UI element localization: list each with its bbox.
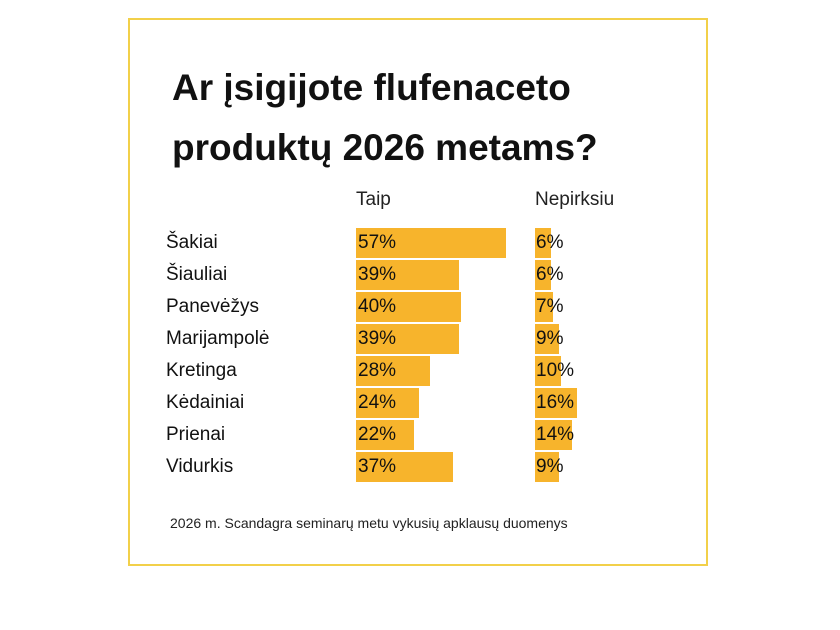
data-label-taip: 37% xyxy=(358,456,397,477)
data-label-nepirksiu: 9% xyxy=(536,328,564,349)
bar-nepirksiu xyxy=(535,260,551,290)
chart-row: Šakiai 57% 6% xyxy=(130,228,706,260)
data-label-nepirksiu: 7% xyxy=(536,296,564,317)
chart-row: Vidurkis 37% 9% xyxy=(130,452,706,484)
bar-nepirksiu xyxy=(535,292,554,322)
category-label: Kėdainiai xyxy=(166,392,245,413)
data-label-taip: 22% xyxy=(358,424,397,445)
bar-nepirksiu xyxy=(535,452,559,482)
category-label: Vidurkis xyxy=(166,456,234,477)
bar-nepirksiu xyxy=(535,388,578,418)
category-label: Šiauliai xyxy=(166,264,228,285)
category-label: Prienai xyxy=(166,424,226,445)
column-header-nepirksiu: Nepirksiu xyxy=(535,189,615,210)
chart-row: Prienai 22% 14% xyxy=(130,420,706,452)
bar-nepirksiu xyxy=(535,420,572,450)
bar-nepirksiu xyxy=(535,324,559,354)
chart-row: Kėdainiai 24% 16% xyxy=(130,388,706,420)
category-label: Šakiai xyxy=(166,232,218,253)
data-label-taip: 28% xyxy=(358,360,397,381)
chart-row: Panevėžys 40% 7% xyxy=(130,292,706,324)
bar-nepirksiu xyxy=(535,228,551,258)
category-label: Kretinga xyxy=(166,360,237,381)
data-label-nepirksiu: 16% xyxy=(536,392,575,413)
data-label-nepirksiu: 14% xyxy=(536,424,575,445)
bar-taip xyxy=(356,356,430,386)
bar-nepirksiu xyxy=(535,356,562,386)
chart-row: Šiauliai 39% 6% xyxy=(130,260,706,292)
chart-title: Ar įsigijote flufenaceto produktų 2026 m… xyxy=(172,67,598,168)
footnote: 2026 m. Scandagra seminarų metu vykusių … xyxy=(170,515,568,531)
chart-card: Ar įsigijote flufenaceto produktų 2026 m… xyxy=(128,18,708,566)
category-label: Marijampolė xyxy=(166,328,270,349)
data-label-taip: 24% xyxy=(358,392,397,413)
data-label-taip: 39% xyxy=(358,264,397,285)
data-label-nepirksiu: 10% xyxy=(536,360,575,381)
data-label-taip: 40% xyxy=(358,296,397,317)
data-label-taip: 39% xyxy=(358,328,397,349)
category-label: Panevėžys xyxy=(166,296,259,317)
data-label-taip: 57% xyxy=(358,232,397,253)
bar-taip xyxy=(356,292,462,322)
column-header-taip: Taip xyxy=(356,189,391,210)
bar-taip xyxy=(356,452,454,482)
bar-taip xyxy=(356,324,459,354)
bar-taip xyxy=(356,420,414,450)
chart-row: Kretinga 28% 10% xyxy=(130,356,706,388)
bar-taip xyxy=(356,388,420,418)
data-label-nepirksiu: 6% xyxy=(536,264,564,285)
data-label-nepirksiu: 9% xyxy=(536,456,564,477)
bar-taip xyxy=(356,260,459,290)
data-label-nepirksiu: 6% xyxy=(536,232,564,253)
chart-row: Marijampolė 39% 9% xyxy=(130,324,706,356)
bar-taip xyxy=(356,228,506,258)
